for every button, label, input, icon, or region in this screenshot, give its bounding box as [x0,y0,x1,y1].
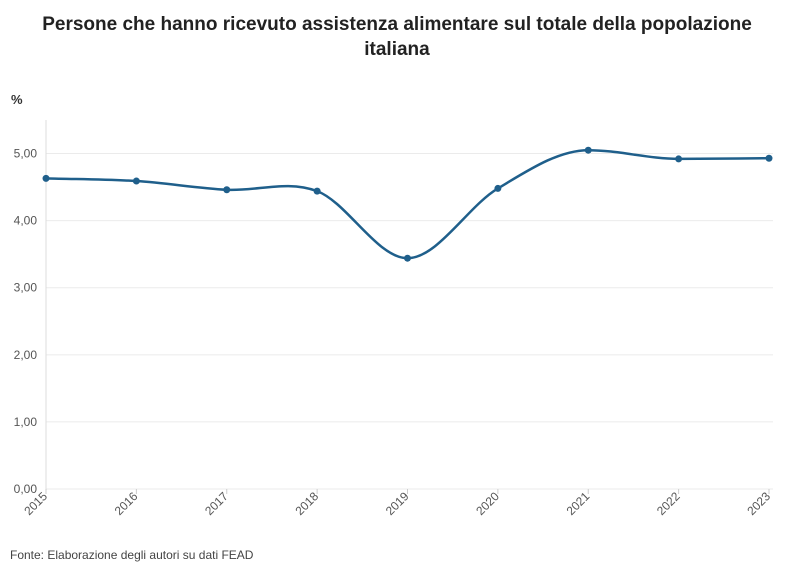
data-point [313,187,321,195]
y-tick-label: 1,00 [14,415,38,429]
data-point [404,254,411,262]
data-point [675,155,683,163]
data-point [132,177,140,185]
y-tick-label: 5,00 [14,147,38,161]
source-note: Fonte: Elaborazione degli autori su dati… [10,548,254,562]
y-tick-label: 4,00 [14,214,38,228]
chart-title-line-2: italiana [364,39,430,60]
series-line [45,148,770,260]
chart-title-line-1: Persone che hanno ricevuto assistenza al… [42,14,752,35]
data-point [42,174,50,182]
data-point [584,146,592,154]
y-tick-label: 3,00 [14,281,38,295]
data-point [494,184,502,192]
chart-title: Persone che hanno ricevuto assistenza al… [0,12,794,62]
y-tick-label: 0,00 [14,482,38,496]
y-axis-unit-label: % [11,92,23,107]
data-point [765,154,773,162]
y-tick-label: 2,00 [14,348,38,362]
data-point [223,186,231,194]
